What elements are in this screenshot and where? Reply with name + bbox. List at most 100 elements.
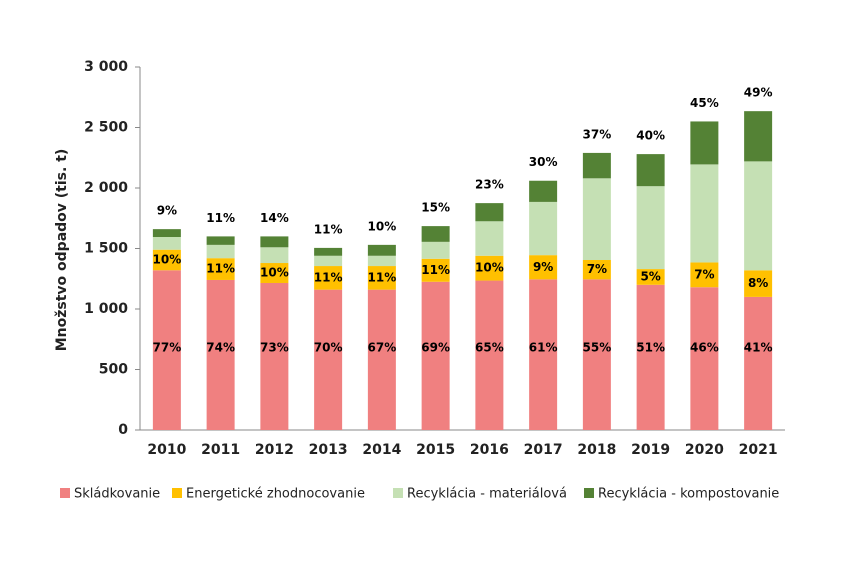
bar-segment xyxy=(206,279,235,430)
bar-segment xyxy=(314,289,343,430)
data-label: 7% xyxy=(587,262,607,276)
data-label: 9% xyxy=(533,260,553,274)
bar-segment xyxy=(314,247,343,256)
bar-segment xyxy=(690,164,719,263)
bar-segment xyxy=(636,269,665,285)
bar-segment xyxy=(529,201,558,256)
bar-segment xyxy=(636,284,665,430)
data-label: 55% xyxy=(583,341,612,355)
bar-segment xyxy=(260,236,289,248)
bar-segment xyxy=(421,226,450,242)
total-label: 40% xyxy=(636,129,665,143)
bar-segment xyxy=(744,270,773,297)
total-label: 37% xyxy=(583,127,612,141)
total-label: 15% xyxy=(421,201,450,215)
bar-segment xyxy=(152,270,181,430)
legend-swatch xyxy=(393,488,403,498)
data-label: 5% xyxy=(640,269,660,283)
bar-segment xyxy=(636,186,665,270)
bar-segment xyxy=(690,121,719,165)
x-tick-label: 2017 xyxy=(524,442,563,458)
total-label: 10% xyxy=(368,219,397,233)
bar-segment xyxy=(636,154,665,187)
bar-segment xyxy=(421,281,450,430)
bar-segment xyxy=(475,255,504,281)
data-label: 73% xyxy=(260,341,289,355)
data-label: 8% xyxy=(748,276,768,290)
x-tick-label: 2012 xyxy=(255,442,294,458)
data-label: 11% xyxy=(206,262,235,276)
bar-segment xyxy=(529,279,558,430)
y-tick-label: 0 xyxy=(118,422,128,438)
bar-segment xyxy=(206,236,235,245)
bar-segment xyxy=(421,241,450,259)
data-label: 70% xyxy=(314,341,343,355)
x-tick-label: 2013 xyxy=(309,442,348,458)
x-tick-label: 2018 xyxy=(577,442,616,458)
data-label: 10% xyxy=(475,261,504,275)
bar-segment xyxy=(260,247,289,264)
x-tick-label: 2019 xyxy=(631,442,670,458)
data-label: 61% xyxy=(529,341,558,355)
total-label: 30% xyxy=(529,155,558,169)
bar-segment xyxy=(582,152,611,179)
bar-segment xyxy=(475,280,504,430)
data-label: 11% xyxy=(421,263,450,277)
y-tick-label: 1 500 xyxy=(84,241,128,257)
y-tick-label: 2 000 xyxy=(84,180,128,196)
bar-segment xyxy=(314,255,343,267)
bar-segment xyxy=(367,289,396,430)
x-tick-label: 2011 xyxy=(201,442,240,458)
legend-swatch xyxy=(584,488,594,498)
legend-label: Recyklácia - materiálová xyxy=(407,487,567,502)
legend-label: Energetické zhodnocovanie xyxy=(186,487,365,502)
data-label: 7% xyxy=(694,267,714,281)
data-label: 67% xyxy=(368,341,397,355)
bar-segment xyxy=(260,263,289,283)
x-tick-label: 2014 xyxy=(362,442,401,458)
bar-segment xyxy=(744,296,773,430)
data-label: 41% xyxy=(744,341,773,355)
legend-label: Skládkovanie xyxy=(74,487,160,502)
bar-segment xyxy=(475,221,504,256)
y-tick-label: 2 500 xyxy=(84,120,128,136)
data-label: 11% xyxy=(368,270,397,284)
data-label: 51% xyxy=(636,341,665,355)
total-label: 9% xyxy=(157,204,177,218)
bar-segment xyxy=(582,279,611,430)
legend-swatch xyxy=(172,488,182,498)
data-label: 69% xyxy=(421,341,450,355)
y-tick-label: 1 000 xyxy=(84,301,128,317)
bar-segment xyxy=(367,255,396,267)
data-label: 77% xyxy=(153,341,182,355)
data-label: 10% xyxy=(153,252,182,266)
bar-segment xyxy=(582,259,611,280)
bar-segment xyxy=(582,178,611,260)
bar-segment xyxy=(314,266,343,290)
data-label: 10% xyxy=(260,266,289,280)
bar-segment xyxy=(152,237,181,250)
bar-segment xyxy=(206,258,235,280)
legend-swatch xyxy=(60,488,70,498)
total-label: 49% xyxy=(744,86,773,100)
bar-segment xyxy=(367,244,396,256)
bar-segment xyxy=(529,255,558,280)
bar-segment xyxy=(744,111,773,162)
bar-segment xyxy=(152,229,181,238)
bar-segment xyxy=(260,282,289,430)
bar-segment xyxy=(529,180,558,202)
y-tick-label: 3 000 xyxy=(84,59,128,75)
x-tick-label: 2010 xyxy=(147,442,186,458)
legend-label: Recyklácia - kompostovanie xyxy=(598,487,779,502)
x-tick-label: 2015 xyxy=(416,442,455,458)
data-label: 65% xyxy=(475,341,504,355)
y-axis-label: Množstvo odpadov (tis. t) xyxy=(54,149,70,352)
data-label: 74% xyxy=(206,341,235,355)
bar-segment xyxy=(475,203,504,222)
data-label: 46% xyxy=(690,341,719,355)
total-label: 45% xyxy=(690,96,719,110)
bar-segment xyxy=(367,266,396,290)
bar-segment xyxy=(152,249,181,271)
total-label: 11% xyxy=(314,222,343,236)
